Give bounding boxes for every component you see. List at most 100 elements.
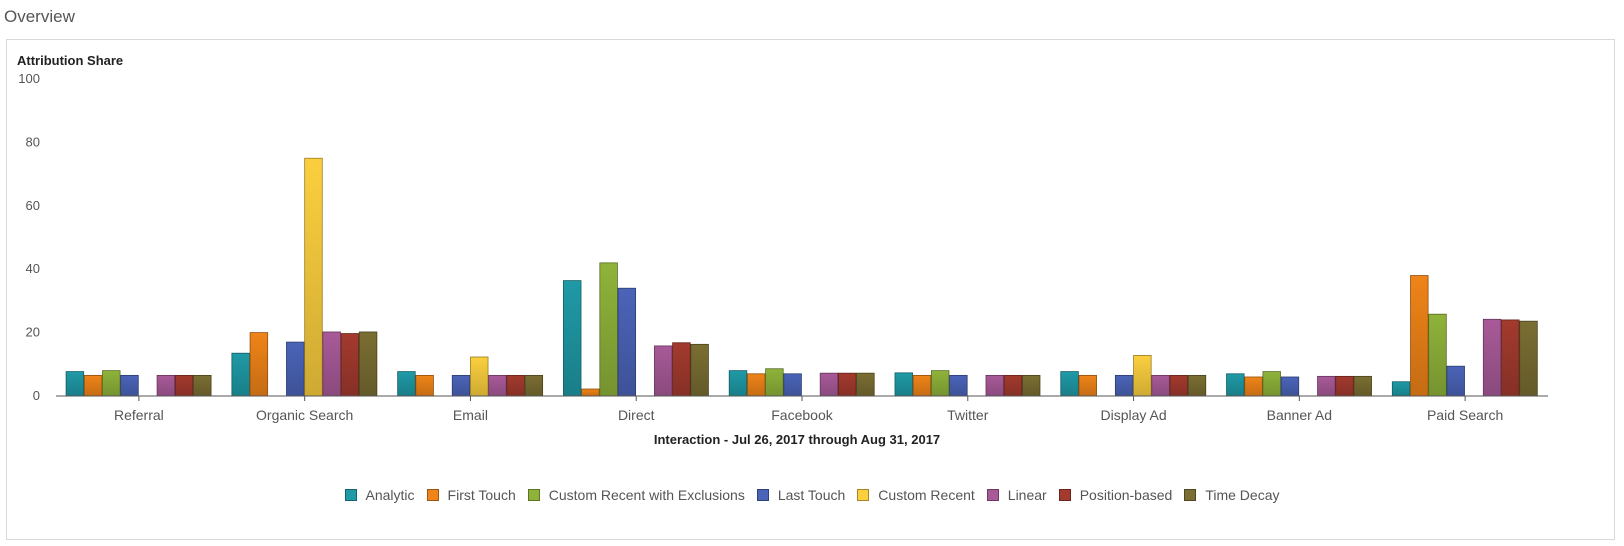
bar-first-touch-paid-search[interactable] (1410, 275, 1429, 397)
bar-last-touch-referral[interactable] (120, 374, 139, 397)
x-tick-label: Banner Ad (1267, 407, 1332, 423)
legend-item[interactable]: Last Touch (756, 487, 845, 503)
x-tick-label: Direct (618, 407, 655, 423)
bar-analytic-direct[interactable] (563, 280, 582, 397)
bar-custom-recent-with-exclusions-twitter[interactable] (930, 370, 950, 397)
bar-position-based-referral[interactable] (174, 374, 194, 397)
x-tick-label: Organic Search (256, 407, 353, 423)
legend-swatch (986, 489, 999, 501)
bar-custom-recent-with-exclusions-facebook[interactable] (765, 368, 784, 397)
bar-linear-display-ad[interactable] (1151, 374, 1170, 397)
bar-linear-referral[interactable] (156, 374, 176, 397)
bar-position-based-email[interactable] (506, 374, 525, 397)
y-axis-label: Attribution Share (17, 53, 123, 68)
bar-analytic-organic-search[interactable] (231, 352, 250, 397)
bar-linear-banner-ad[interactable] (1317, 375, 1336, 397)
bar-linear-organic-search[interactable] (322, 331, 341, 397)
bar-time-decay-referral[interactable] (193, 374, 212, 397)
y-tick-label: 60 (26, 198, 40, 213)
bar-custom-recent-with-exclusions-paid-search[interactable] (1428, 313, 1447, 397)
legend-item[interactable]: Position-based (1058, 487, 1173, 503)
y-tick-label: 40 (26, 261, 40, 276)
x-tick-label: Facebook (771, 407, 833, 423)
bar-analytic-email[interactable] (397, 371, 416, 397)
bar-last-touch-organic-search[interactable] (286, 341, 305, 397)
bar-time-decay-display-ad[interactable] (1187, 374, 1207, 397)
bar-last-touch-direct[interactable] (617, 287, 637, 397)
x-axis-label: Interaction - Jul 26, 2017 through Aug 3… (654, 432, 940, 447)
legend-label: Custom Recent with Exclusions (548, 487, 745, 503)
x-tick-label: Twitter (947, 407, 989, 423)
legend-item[interactable]: First Touch (426, 487, 516, 503)
legend-swatch (426, 489, 439, 501)
bar-time-decay-facebook[interactable] (856, 372, 875, 397)
bar-first-touch-facebook[interactable] (747, 373, 766, 397)
bar-analytic-paid-search[interactable] (1391, 381, 1411, 397)
bar-position-based-facebook[interactable] (838, 372, 857, 397)
y-axis-ticks: 0 20 40 60 80 100 (18, 71, 40, 403)
legend-swatch (1058, 489, 1071, 501)
y-tick-label: 80 (26, 134, 40, 149)
bar-first-touch-organic-search[interactable] (249, 332, 269, 397)
bar-custom-recent-with-exclusions-banner-ad[interactable] (1262, 371, 1281, 397)
bar-linear-twitter[interactable] (985, 374, 1004, 397)
y-tick-label: 20 (26, 325, 40, 340)
bar-custom-recent-with-exclusions-referral[interactable] (102, 370, 121, 397)
legend-item[interactable]: Time Decay (1184, 487, 1280, 503)
bar-last-touch-display-ad[interactable] (1114, 374, 1134, 397)
x-tick-label: Display Ad (1100, 407, 1166, 423)
bar-last-touch-facebook[interactable] (783, 373, 802, 397)
bar-custom-recent-display-ad[interactable] (1133, 355, 1152, 397)
bar-time-decay-banner-ad[interactable] (1353, 375, 1372, 397)
bar-first-touch-twitter[interactable] (912, 374, 932, 397)
bar-analytic-banner-ad[interactable] (1226, 373, 1245, 397)
bar-last-touch-banner-ad[interactable] (1280, 376, 1300, 397)
legend-label: Position-based (1079, 487, 1173, 503)
bar-first-touch-email[interactable] (415, 374, 434, 397)
legend-item[interactable]: Linear (986, 487, 1047, 503)
legend-item[interactable]: Custom Recent (857, 487, 975, 503)
x-tick-label: Paid Search (1427, 407, 1503, 423)
x-tick-label: Referral (114, 407, 164, 423)
bar-position-based-twitter[interactable] (1003, 374, 1023, 397)
legend-label: First Touch (447, 487, 516, 503)
legend-swatch (1184, 489, 1197, 501)
chart-legend: Analytic First Touch Custom Recent with Ex… (0, 482, 1624, 508)
legend-label: Custom Recent (878, 487, 975, 503)
bar-position-based-organic-search[interactable] (340, 333, 360, 397)
bar-custom-recent-email[interactable] (470, 356, 489, 397)
bar-analytic-display-ad[interactable] (1060, 371, 1079, 397)
bar-last-touch-email[interactable] (451, 374, 471, 397)
bar-time-decay-organic-search[interactable] (358, 331, 378, 397)
bar-last-touch-paid-search[interactable] (1446, 365, 1465, 397)
bar-analytic-facebook[interactable] (728, 370, 748, 397)
bar-last-touch-twitter[interactable] (949, 374, 968, 397)
x-axis-ticks: Referral Organic Search Email Direct Faceboo… (114, 396, 1503, 423)
bar-analytic-twitter[interactable] (894, 372, 913, 397)
bar-position-based-paid-search[interactable] (1501, 319, 1520, 397)
bar-time-decay-paid-search[interactable] (1519, 320, 1538, 397)
legend-item[interactable]: Analytic (344, 487, 415, 503)
bar-time-decay-email[interactable] (524, 374, 544, 397)
bar-analytic-referral[interactable] (65, 371, 85, 397)
bar-custom-recent-with-exclusions-direct[interactable] (599, 262, 618, 397)
bar-linear-direct[interactable] (654, 345, 673, 397)
chart-card (6, 39, 1615, 540)
bar-custom-recent-organic-search[interactable] (304, 157, 323, 397)
bar-first-touch-direct[interactable] (581, 388, 600, 397)
bar-position-based-direct[interactable] (672, 342, 691, 397)
bar-time-decay-twitter[interactable] (1021, 374, 1041, 397)
bar-position-based-banner-ad[interactable] (1335, 375, 1354, 397)
bar-first-touch-display-ad[interactable] (1078, 374, 1097, 397)
bar-linear-facebook[interactable] (819, 372, 839, 397)
bar-first-touch-banner-ad[interactable] (1244, 376, 1263, 397)
bars (65, 157, 1538, 397)
legend-item[interactable]: Custom Recent with Exclusions (527, 487, 745, 503)
legend-swatch (344, 489, 357, 501)
legend-swatch (756, 489, 769, 501)
bar-linear-email[interactable] (488, 374, 507, 397)
bar-position-based-display-ad[interactable] (1169, 374, 1188, 397)
bar-linear-paid-search[interactable] (1482, 318, 1502, 397)
bar-time-decay-direct[interactable] (690, 343, 709, 397)
bar-first-touch-referral[interactable] (83, 374, 103, 397)
